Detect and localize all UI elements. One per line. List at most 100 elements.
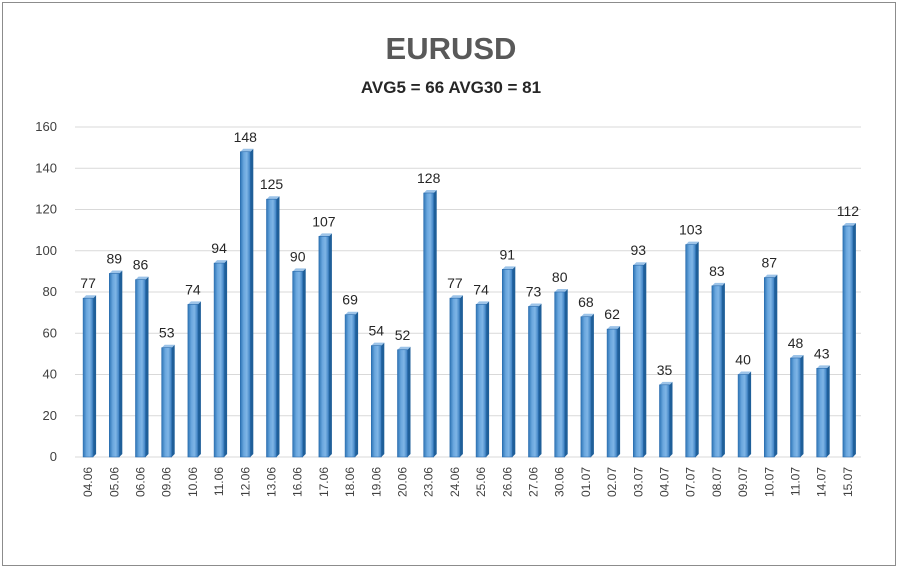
y-tick-label: 120 [35, 202, 57, 217]
data-label: 90 [290, 248, 306, 264]
bar [292, 268, 306, 458]
y-tick-label: 100 [35, 243, 57, 258]
bar [501, 266, 516, 458]
bar-side [826, 365, 830, 457]
bar-side [119, 270, 123, 457]
x-tick-label: 19.06 [369, 467, 383, 497]
data-label: 69 [342, 292, 358, 308]
bar [213, 260, 228, 458]
data-label: 148 [234, 129, 258, 145]
bar-top [397, 346, 411, 350]
bar-front [790, 357, 801, 458]
bar-top [607, 326, 621, 330]
data-label: 62 [604, 306, 620, 322]
x-tick-label: 10.06 [186, 467, 200, 497]
bar-side [538, 303, 542, 457]
bar-side [224, 260, 228, 457]
bar [318, 233, 332, 458]
bar-front [82, 297, 94, 458]
bar-front [606, 328, 618, 458]
bar-top [83, 295, 97, 299]
x-tick-label: 09.07 [736, 467, 750, 497]
x-tick-label: 02.07 [605, 467, 619, 497]
data-label: 73 [526, 283, 542, 299]
data-label: 83 [709, 263, 725, 279]
bar [842, 223, 856, 458]
x-tick-label: 16.06 [291, 467, 305, 497]
x-tick-label: 09.06 [160, 467, 174, 497]
bar-front [109, 273, 120, 458]
y-tick-label: 40 [43, 367, 57, 382]
bar [711, 282, 725, 458]
bar-top [187, 301, 201, 305]
bar-front [501, 269, 513, 458]
bar-top [580, 313, 594, 317]
bar-side [250, 148, 254, 457]
bar-front [632, 264, 644, 458]
x-tick-label: 18.06 [343, 467, 357, 497]
bar-front [528, 306, 539, 458]
x-tick-label: 01.07 [579, 467, 593, 497]
bar [816, 365, 830, 458]
bar-top [764, 274, 778, 278]
bar [528, 303, 542, 458]
bar-top [266, 196, 280, 200]
bar [580, 313, 594, 458]
data-label: 74 [473, 281, 489, 297]
y-tick-label: 140 [35, 160, 57, 175]
data-label: 93 [631, 242, 647, 258]
y-tick-label: 20 [43, 408, 57, 423]
bar [632, 262, 647, 458]
x-tick-label: 06.06 [134, 467, 148, 497]
x-tick-label: 13.06 [265, 467, 279, 497]
data-label: 94 [211, 240, 227, 256]
bar-front [449, 297, 461, 458]
eurusd-volatility-chart: EURUSD AVG5 = 66 AVG30 = 81 0 20 40 60 80 100… [35, 31, 861, 497]
data-label: 54 [369, 323, 385, 339]
bar-top [318, 233, 332, 237]
bar-top [633, 262, 647, 266]
x-tick-label: 26.06 [500, 467, 514, 497]
bar-side [564, 289, 568, 457]
data-label: 40 [735, 352, 751, 368]
x-tick-label: 24.06 [448, 467, 462, 497]
bar [685, 241, 699, 458]
data-label: 103 [679, 222, 703, 238]
bar-front [397, 349, 408, 458]
bar-top [554, 289, 568, 292]
bar-side [486, 301, 490, 457]
bar-top [161, 344, 175, 348]
chart-subtitle: AVG5 = 66 AVG30 = 81 [361, 78, 541, 97]
data-label: 86 [133, 257, 149, 273]
y-tick-label: 0 [50, 449, 57, 464]
bar-front [292, 271, 304, 458]
data-label: 112 [837, 203, 860, 219]
bar-side [302, 268, 306, 457]
x-tick-label: 11.07 [789, 467, 803, 496]
data-label: 35 [657, 362, 673, 378]
bar-side [695, 241, 699, 457]
bar-front [685, 244, 697, 458]
bar-side [590, 313, 594, 457]
bar [475, 301, 490, 458]
x-axis-ticks: 04.06 05.06 06.06 09.06 10.06 11.06 12.06 13.06… [81, 467, 855, 497]
x-tick-label: 23.06 [422, 467, 436, 497]
bar [423, 190, 437, 458]
bar-top [816, 365, 830, 369]
bar-front [370, 345, 382, 458]
bar-side [721, 282, 725, 457]
data-label: 77 [447, 275, 463, 291]
bar-side [852, 223, 856, 457]
bar [606, 326, 621, 458]
bar-side [381, 342, 385, 457]
bar-top [135, 276, 149, 280]
data-label: 68 [578, 294, 594, 310]
bar-side [328, 233, 332, 457]
bar-front [187, 304, 199, 458]
bar [344, 311, 359, 458]
y-axis-ticks: 0 20 40 60 80 100 120 140 160 [35, 119, 57, 464]
bar [370, 342, 385, 458]
bar-side [433, 190, 437, 457]
x-tick-label: 11.06 [212, 467, 226, 496]
